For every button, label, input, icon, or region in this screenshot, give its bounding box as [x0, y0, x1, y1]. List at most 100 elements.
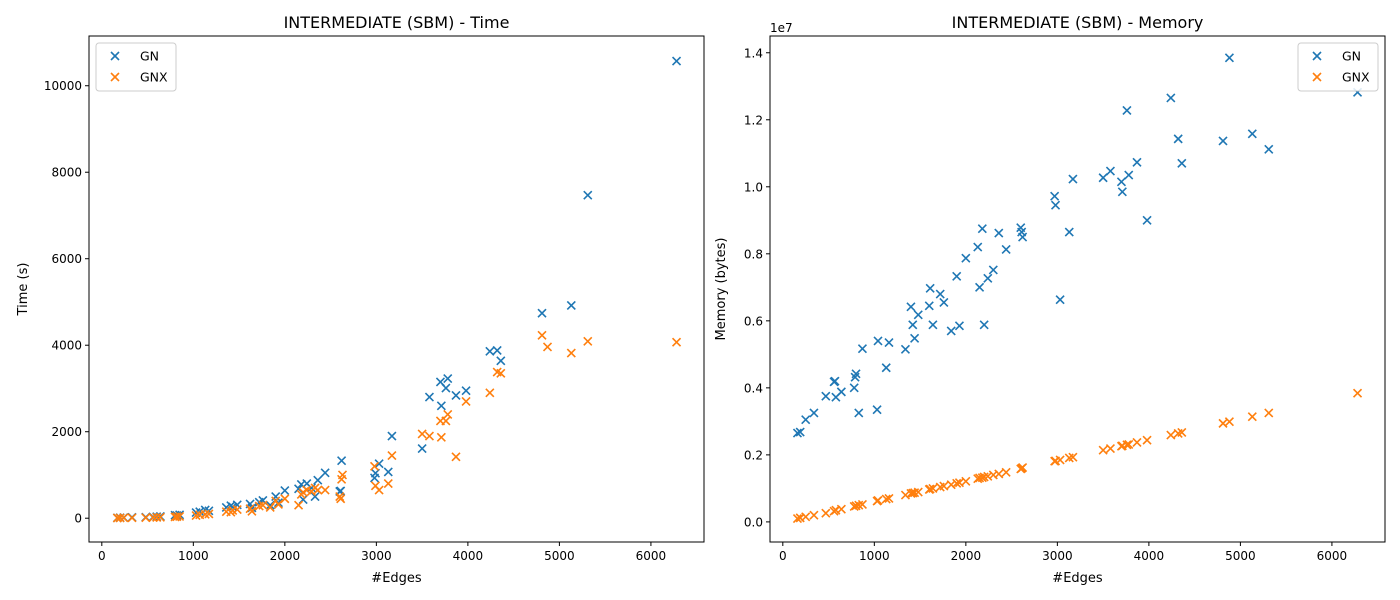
memory-gnx-point [1264, 408, 1274, 418]
time-gnx-point [204, 509, 214, 519]
time-x-tick-label: 4000 [453, 549, 484, 563]
time-gn-point [280, 485, 290, 496]
memory-x-tick-label: 1000 [859, 549, 890, 563]
time-gn-point [374, 459, 384, 469]
time-x-tick-label: 6000 [636, 549, 667, 563]
memory-gnx-point [792, 513, 803, 524]
memory-gn-point [924, 301, 934, 311]
time-gn-point [566, 300, 576, 310]
memory-gn-point [1124, 170, 1134, 180]
memory-y-tick-label: 0.0 [744, 515, 763, 529]
memory-gn-point [1098, 173, 1108, 183]
memory-gn-point [809, 408, 819, 418]
time-gn-point [485, 346, 495, 356]
time-y-tick-label: 10000 [44, 79, 82, 93]
time-gnx-point [443, 409, 453, 419]
time-gnx-point [115, 513, 125, 523]
time-gnx-point [671, 337, 682, 347]
time-gnx-point [461, 396, 471, 407]
memory-x-tick-label: 3000 [1042, 549, 1073, 563]
time-gnx-point [148, 512, 158, 523]
time-gn-point [383, 467, 393, 477]
memory-gnx-point [939, 481, 949, 491]
memory-gn-point [979, 320, 989, 330]
time-gnx-point [436, 432, 446, 442]
time-legend-label-gnx: GNX [140, 70, 168, 85]
memory-gn-point [961, 253, 971, 263]
time-gn-point [387, 431, 397, 441]
time-y-tick-label: 8000 [51, 166, 82, 180]
memory-gn-point [977, 224, 987, 234]
memory-gn-point [925, 283, 935, 293]
memory-gn-point [1055, 295, 1065, 305]
time-gnx-point [335, 492, 345, 502]
time-gn-point [583, 190, 593, 200]
memory-gn-point [1247, 129, 1257, 139]
memory-gnx-point [1018, 463, 1028, 473]
memory-gnx-point [977, 473, 987, 483]
memory-gnx-point [928, 483, 938, 493]
time-gnx-point [451, 452, 461, 462]
time-x-tick-label: 3000 [361, 549, 392, 563]
memory-gn-point [1018, 232, 1028, 242]
time-gn-point [424, 392, 435, 402]
memory-gnx-point [873, 495, 883, 506]
memory-x-tick-label: 4000 [1134, 549, 1165, 563]
memory-gnx-point [900, 490, 911, 500]
time-gnx-point [155, 512, 165, 522]
memory-y-tick-label: 0.4 [744, 381, 763, 395]
time-gnx-point [374, 485, 384, 495]
time-x-axis-label: #Edges [371, 571, 422, 586]
memory-gn-point [913, 310, 923, 320]
memory-x-axis-label: #Edges [1052, 571, 1103, 586]
time-axes-frame [88, 35, 705, 543]
memory-gn-point [1001, 244, 1011, 255]
memory-gn-point [908, 320, 918, 330]
memory-gnx-point [1142, 435, 1152, 445]
time-gn-point [461, 386, 471, 396]
memory-chart: INTERMEDIATE (SBM) - Memory 0 1000 2000 3000… [714, 13, 1386, 586]
memory-x-tick-label: 2000 [951, 549, 982, 563]
time-gn-point [313, 475, 323, 485]
memory-gnx-point [884, 493, 894, 504]
time-gn-point [228, 502, 238, 512]
time-x-tick-label: 0 [98, 549, 106, 563]
time-gnx-point [200, 509, 210, 519]
memory-y-tick-label: 0.6 [744, 314, 763, 328]
time-gnx-point [280, 494, 290, 504]
memory-gn-point [1050, 191, 1060, 201]
time-gnx-point [387, 450, 397, 461]
memory-gn-point [1177, 158, 1187, 168]
memory-gn-point [792, 428, 803, 438]
memory-gn-point [1068, 174, 1078, 184]
memory-gn-point [1116, 177, 1126, 187]
memory-gnx-point [821, 508, 831, 518]
memory-gn-point [994, 228, 1004, 238]
memory-gnx-point [1177, 427, 1187, 437]
memory-gn-point [939, 297, 949, 307]
memory-gnx-point [961, 476, 971, 486]
memory-gn-point [851, 369, 861, 379]
memory-gnx-point [1247, 412, 1257, 422]
memory-axes-frame [769, 35, 1386, 543]
time-gnx-point [127, 513, 137, 523]
time-gn-point [306, 483, 316, 493]
memory-gnx-point [1218, 418, 1228, 428]
time-gn-point [337, 456, 347, 466]
memory-gnx-point [836, 504, 846, 514]
time-gnx-point [152, 512, 162, 523]
memory-gn-point [854, 408, 864, 418]
time-gnx-point [583, 336, 593, 346]
memory-legend-marker-gnx [1312, 72, 1322, 82]
memory-gn-point [849, 383, 859, 393]
time-gnx-point [542, 342, 553, 352]
time-gnx-point [337, 470, 348, 480]
memory-gnx-point [857, 499, 867, 510]
time-gnx-point [172, 512, 182, 522]
memory-gn-point [906, 302, 916, 312]
memory-gn-point [872, 405, 882, 415]
time-gn-point [441, 383, 451, 393]
time-gn-point [310, 492, 320, 502]
time-chart: INTERMEDIATE (SBM) - Time 0 1000 2000 3000 40… [16, 13, 705, 586]
memory-gnx-point [1132, 437, 1142, 448]
